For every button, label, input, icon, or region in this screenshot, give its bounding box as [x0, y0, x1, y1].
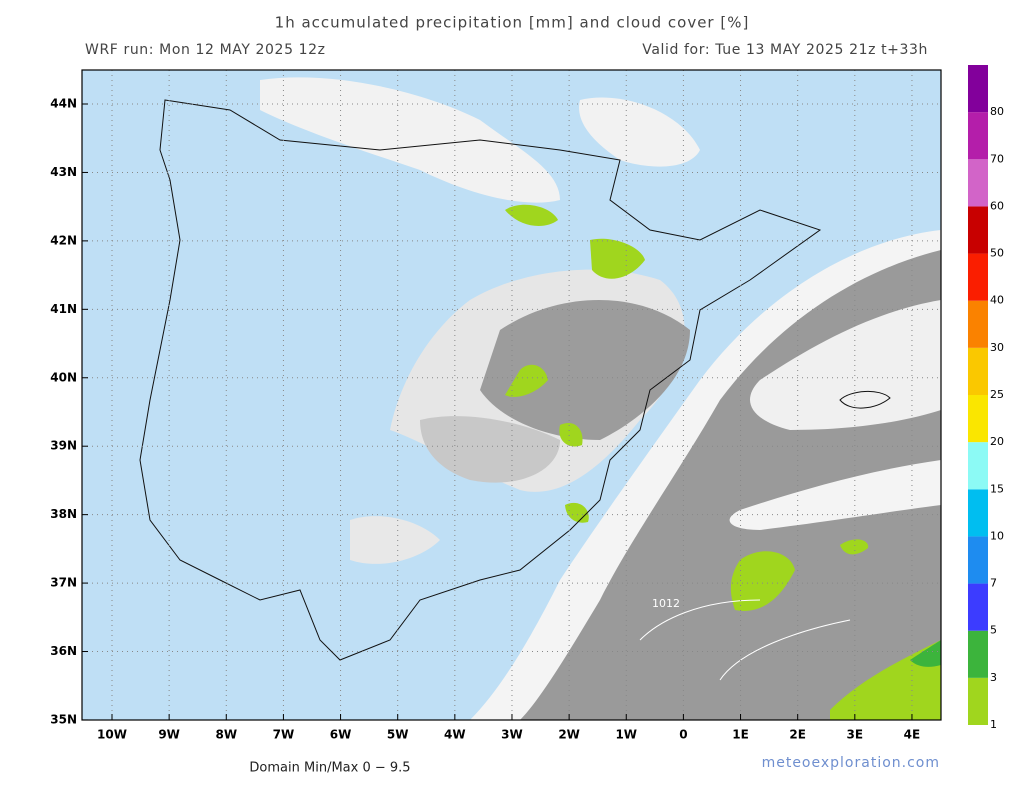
run-info: WRF run: Mon 12 MAY 2025 12z [85, 42, 326, 58]
colorbar-label: 1 [990, 718, 997, 731]
colorbar-segment [968, 630, 988, 678]
colorbar-segment [968, 442, 988, 490]
colorbar-label: 20 [990, 435, 1004, 448]
colorbar-segment [968, 112, 988, 160]
site-credit: meteoexploration.com [762, 755, 940, 771]
lat-label: 39N [50, 439, 77, 453]
lon-label: 5W [387, 728, 409, 742]
colorbar-segment [968, 347, 988, 395]
lat-label: 41N [50, 302, 77, 316]
lon-label: 2W [558, 728, 580, 742]
lon-label: 1E [732, 728, 749, 742]
title: 1h accumulated precipitation [mm] and cl… [275, 14, 750, 32]
lat-label: 37N [50, 576, 77, 590]
valid-info: Valid for: Tue 13 MAY 2025 21z t+33h [642, 42, 928, 58]
lat-label: 36N [50, 644, 77, 658]
lat-label: 44N [50, 97, 77, 111]
lon-label: 0 [679, 728, 687, 742]
lon-label: 6W [330, 728, 352, 742]
lon-label: 3E [847, 728, 864, 742]
colorbar-label: 30 [990, 341, 1004, 354]
colorbar-label: 60 [990, 199, 1004, 212]
colorbar-segment [968, 677, 988, 725]
lon-label: 8W [215, 728, 237, 742]
colorbar-label: 70 [990, 152, 1004, 165]
lon-label: 7W [273, 728, 295, 742]
colorbar-segment [968, 159, 988, 207]
lat-label: 42N [50, 233, 77, 247]
lon-label: 1W [615, 728, 637, 742]
colorbar-segment [968, 536, 988, 584]
colorbar-label: 15 [990, 482, 1004, 495]
colorbar-segment [968, 65, 988, 113]
lon-label: 3W [501, 728, 523, 742]
colorbar: 1 3 5 7 10 15 20 25 30 40 50 60 70 80 [968, 65, 1004, 731]
lon-label: 4E [904, 728, 921, 742]
lon-label: 9W [158, 728, 180, 742]
colorbar-segment [968, 583, 988, 631]
domain-minmax: Domain Min/Max 0 − 9.5 [249, 761, 410, 776]
colorbar-label: 40 [990, 294, 1004, 307]
lon-label: 2E [789, 728, 806, 742]
lon-label: 4W [444, 728, 466, 742]
colorbar-segment [968, 253, 988, 301]
map-area: 1012 [81, 69, 942, 721]
colorbar-label: 25 [990, 388, 1004, 401]
colorbar-label: 80 [990, 105, 1004, 118]
lat-label: 43N [50, 165, 77, 179]
lat-label: 40N [50, 370, 77, 384]
lat-label: 38N [50, 507, 77, 521]
colorbar-segment [968, 206, 988, 254]
colorbar-label: 5 [990, 624, 997, 637]
colorbar-label: 7 [990, 577, 997, 590]
colorbar-label: 3 [990, 671, 997, 684]
contour-label: 1012 [652, 597, 680, 610]
colorbar-segment [968, 395, 988, 443]
lon-label: 10W [97, 728, 127, 742]
colorbar-label: 10 [990, 529, 1004, 542]
colorbar-label: 50 [990, 247, 1004, 260]
lat-label: 35N [50, 712, 77, 726]
colorbar-segment [968, 489, 988, 537]
colorbar-segment [968, 300, 988, 348]
